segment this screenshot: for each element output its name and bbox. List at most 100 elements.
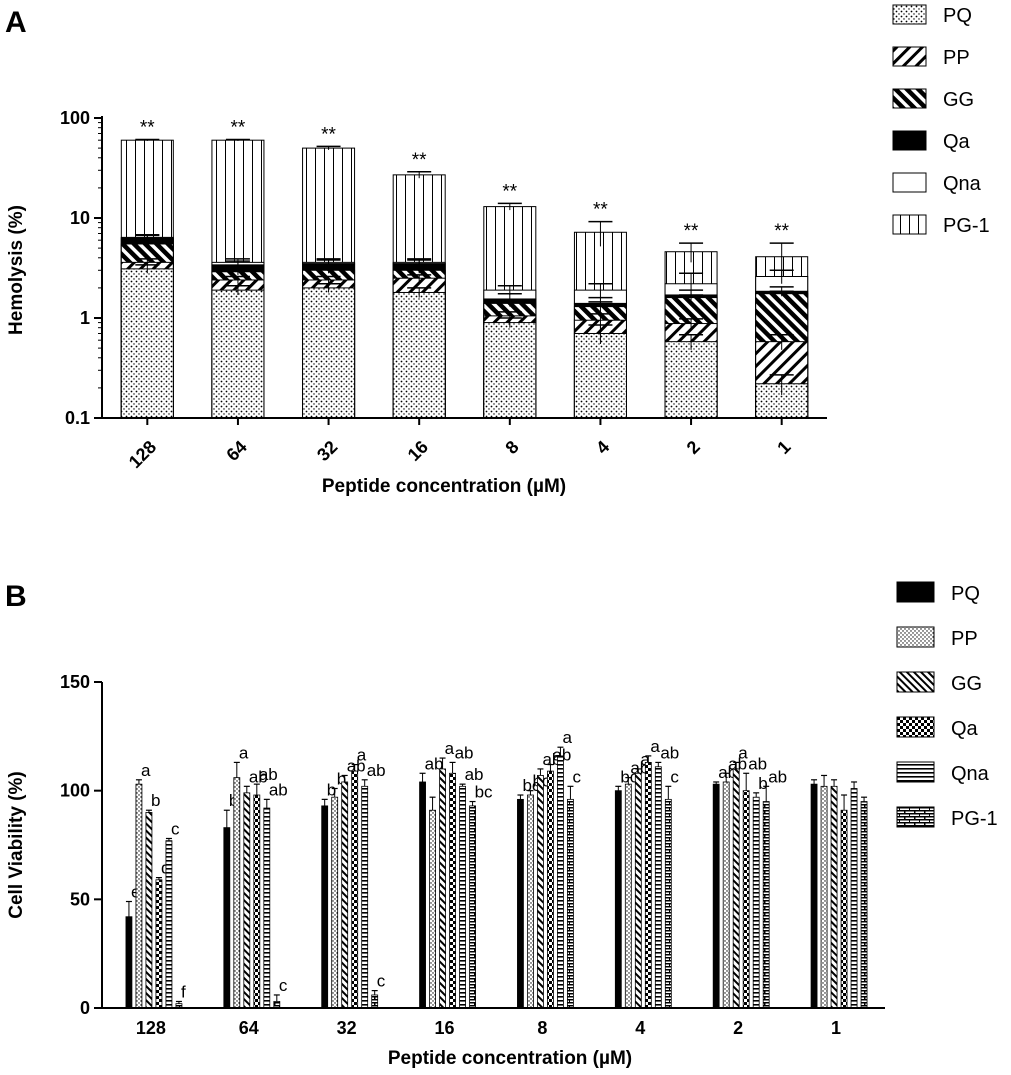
panel-a-y-tick-label: 0.1 bbox=[65, 408, 90, 428]
significance-letter-PQ-32: b bbox=[327, 780, 336, 799]
panel-a-x-tick-label: 4 bbox=[592, 437, 613, 458]
significance-letter-Qna-4: ab bbox=[660, 743, 679, 762]
significance-letter-GG-4: a bbox=[640, 750, 650, 769]
panel-a-x-tick-label: 8 bbox=[501, 437, 522, 458]
panel-b-x-tick-label: 2 bbox=[733, 1018, 743, 1038]
panel-a-x-tick-label: 32 bbox=[313, 437, 341, 465]
panel-a-y-axis-title: Hemolysis (%) bbox=[6, 205, 27, 335]
bar-Qna-1 bbox=[850, 788, 858, 1009]
bar-PQ-32 bbox=[321, 805, 329, 1009]
significance-letter-GG-16: a bbox=[445, 739, 455, 758]
bar-PQ-128 bbox=[120, 268, 174, 419]
bar-PG-1-8 bbox=[567, 798, 574, 1009]
significance-letter-GG-128: b bbox=[151, 791, 160, 810]
panel-b-y-axis-title: Cell Viability (%) bbox=[6, 771, 27, 918]
bar-PP-8 bbox=[527, 794, 534, 1009]
legend-label-PQ: PQ bbox=[951, 583, 980, 605]
bar-PQ-32 bbox=[302, 287, 356, 419]
legend-label-Qa: Qa bbox=[943, 131, 971, 153]
significance-letter-PG-1-16: bc bbox=[475, 783, 493, 802]
significance-letter-PP-4: ab bbox=[630, 759, 649, 778]
legend-swatch-PG-1 bbox=[896, 806, 935, 828]
legend-label-PP: PP bbox=[943, 47, 970, 69]
bar-Qa-2 bbox=[742, 790, 750, 1009]
panel-b-x-tick-label: 64 bbox=[239, 1018, 259, 1038]
legend-swatch-Qna bbox=[896, 761, 935, 783]
bar-PQ-1 bbox=[810, 783, 818, 1009]
bar-GG-32 bbox=[341, 781, 349, 1009]
bar-GG-1 bbox=[830, 785, 838, 1009]
panel-b-y-tick-label: 50 bbox=[70, 889, 90, 909]
panel-b-x-tick-label: 1 bbox=[831, 1018, 841, 1038]
legend-label-PP: PP bbox=[951, 628, 978, 650]
bar-Qa-8 bbox=[547, 770, 554, 1009]
panel-b-y-tick-label: 0 bbox=[80, 998, 90, 1018]
bar-Qna-128 bbox=[165, 840, 173, 1009]
legend-swatch-GG bbox=[896, 671, 935, 693]
significance-letter-Qna-2: b bbox=[758, 774, 767, 793]
bar-PQ-128 bbox=[125, 916, 133, 1009]
legend-swatch-PQ bbox=[892, 4, 927, 25]
panel-b-legend: PQ PP GG Qa Qna PG-1 bbox=[896, 581, 998, 830]
legend-swatch-GG bbox=[892, 88, 927, 109]
significance-letter-Qna-8: a bbox=[562, 728, 572, 747]
bar-Qa-128 bbox=[155, 879, 163, 1009]
significance-letter-PQ-8: bc bbox=[522, 776, 540, 795]
bar-PQ-2 bbox=[664, 341, 718, 419]
bar-PG-1-16 bbox=[469, 805, 476, 1009]
significance-letter-PG-1-128: f bbox=[181, 982, 186, 1001]
panel-a-x-tick-label: 2 bbox=[683, 437, 704, 458]
bar-PP-32 bbox=[331, 796, 339, 1009]
significance-letter-PP-64: a bbox=[239, 743, 249, 762]
panel-a-x-axis-title: Peptide concentration (µM) bbox=[322, 476, 566, 497]
legend-swatch-PQ bbox=[896, 581, 935, 603]
significance-letter-Qna-64: ab bbox=[269, 780, 288, 799]
legend-label-PG-1: PG-1 bbox=[943, 215, 990, 237]
significance-letter-PG-1-64: c bbox=[279, 976, 288, 995]
bar-Qa-16 bbox=[449, 772, 456, 1009]
panel-a-x-tick-label: 1 bbox=[773, 437, 794, 458]
significance-letter-Qa-64: ab bbox=[259, 765, 278, 784]
significance-letter-Qna-16: ab bbox=[465, 765, 484, 784]
significance-letter-PG-1-32: c bbox=[377, 972, 386, 991]
panel-a-bars: ** ** ** ** ** ** ** ** bbox=[120, 117, 809, 419]
bar-PG-1-32 bbox=[371, 994, 379, 1009]
panel-b-label: B bbox=[5, 580, 27, 613]
bar-PG-1-2 bbox=[762, 801, 770, 1009]
significance-letter-Qa-32: a bbox=[357, 746, 367, 765]
bar-PQ-4 bbox=[614, 790, 622, 1009]
significance-letter-GG-32: ab bbox=[347, 756, 366, 775]
bar-PQ-8 bbox=[517, 798, 524, 1009]
panel-b-bars: eabdcfbaabababcbbabaabcabaababbcbcbcabab… bbox=[125, 728, 868, 1009]
panel-a-x-tick-label: 64 bbox=[222, 437, 250, 465]
bar-GG-16 bbox=[439, 768, 446, 1009]
panel-a-legend: PQ PP GG Qa Qna PG-1 bbox=[892, 4, 990, 237]
bar-PP-128 bbox=[135, 783, 143, 1009]
significance-letter-GG-64: ab bbox=[249, 767, 268, 786]
bar-PG-1-4 bbox=[664, 798, 672, 1009]
significance-letter-Qna-32: ab bbox=[367, 761, 386, 780]
bar-GG-2 bbox=[732, 768, 740, 1009]
panel-a-y-tick-label: 100 bbox=[60, 108, 90, 128]
significance-letter-PG-1-2: ab bbox=[768, 767, 787, 786]
bar-Qa-32 bbox=[351, 770, 359, 1009]
legend-swatch-PG-1 bbox=[892, 214, 927, 235]
panel-b-axes: 0 50 100 150 128 64 32 16 8 4 2 1 bbox=[60, 672, 885, 1038]
hemolysis-chart: A Hemolysis (%) Peptide concentration (µ… bbox=[5, 4, 990, 497]
significance-letter-Qa-16: ab bbox=[455, 743, 474, 762]
significance-letter-GG-8: ab bbox=[542, 750, 561, 769]
bar-PQ-64 bbox=[211, 289, 265, 419]
legend-swatch-Qa bbox=[896, 716, 935, 738]
bar-PQ-64 bbox=[223, 827, 231, 1009]
significance-letter-PQ-2: ab bbox=[718, 763, 737, 782]
bar-Qa-64 bbox=[253, 794, 261, 1009]
legend-swatch-PP bbox=[896, 626, 935, 648]
bar-PQ-8 bbox=[483, 322, 537, 419]
bar-PP-16 bbox=[429, 809, 436, 1009]
significance-stars-1: ** bbox=[774, 221, 789, 242]
bar-GG-4 bbox=[634, 772, 642, 1009]
bar-Qa-4 bbox=[644, 762, 652, 1009]
bar-PQ-2 bbox=[712, 783, 720, 1009]
bar-GG-8 bbox=[537, 775, 544, 1009]
